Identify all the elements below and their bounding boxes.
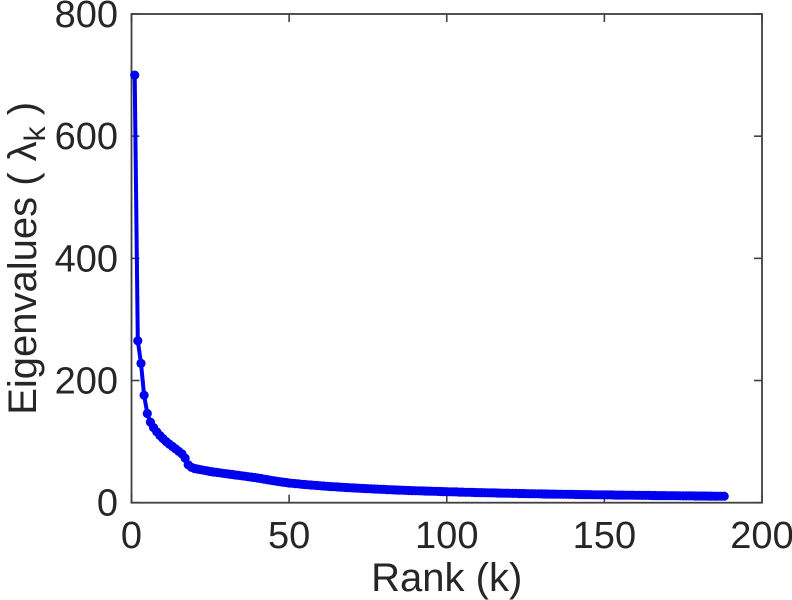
x-axis-label: Rank (k) [371,556,522,600]
eigenvalue-series [130,70,729,501]
y-tick-label: 800 [55,0,118,36]
axes-box [130,13,763,504]
y-axis-label-suffix: ) [1,102,45,126]
series-marker [130,70,140,80]
series-marker [719,491,729,501]
x-tick-label: 100 [415,515,478,557]
x-tick-label: 0 [121,515,142,557]
x-tick-label: 150 [573,515,636,557]
axis-ticks [130,13,763,504]
series-line [132,73,727,499]
y-tick-label: 600 [55,116,118,158]
y-axis-label-main: Eigenvalues ( λ [1,141,45,414]
x-tick-label: 50 [268,515,310,557]
series-marker [136,358,146,368]
series-marker [142,408,152,419]
y-tick-label: 200 [55,361,118,403]
plot-frame [130,13,763,504]
axis-tick-labels: 0 50 100 150 200 0 200 400 600 800 [55,0,792,557]
series-marker [139,390,149,400]
y-tick-label: 0 [97,483,118,525]
y-axis-label-subscript: k [19,125,52,141]
y-tick-label: 400 [55,238,118,280]
y-axis-label: Eigenvalues ( λk ) [1,102,52,415]
series-marker [133,336,143,346]
x-tick-label: 200 [730,515,792,557]
